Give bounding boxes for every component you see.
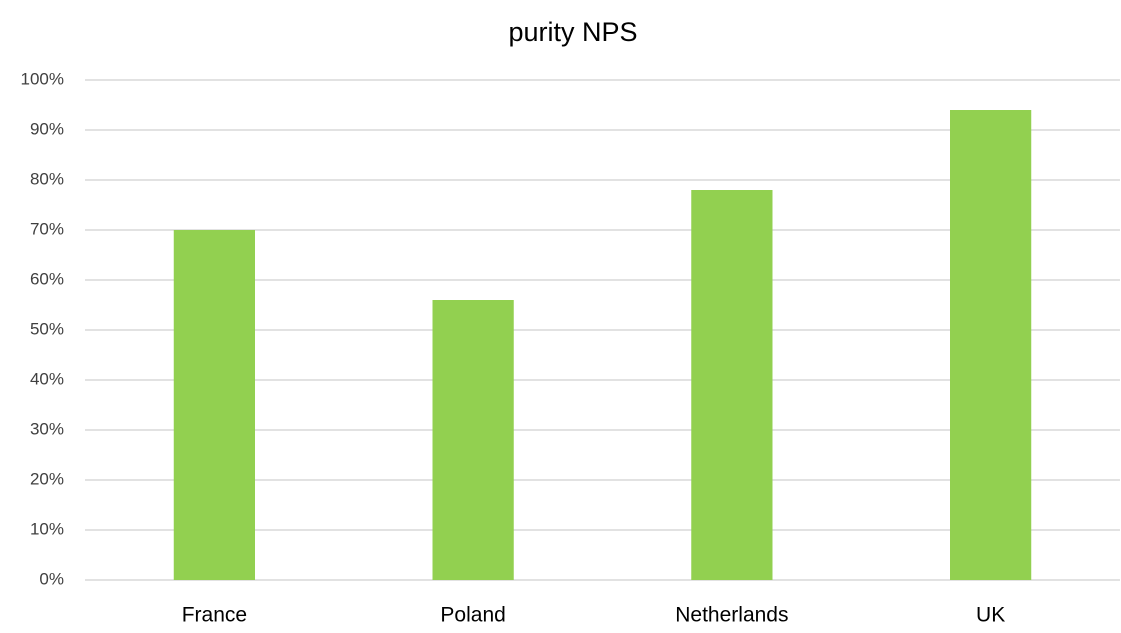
y-tick-label: 10% xyxy=(30,519,64,538)
y-tick-label: 0% xyxy=(39,569,64,588)
x-tick-label: Poland xyxy=(440,604,505,627)
chart-title: purity NPS xyxy=(508,17,637,47)
bar xyxy=(173,230,255,580)
x-tick-label: Netherlands xyxy=(675,604,788,627)
y-tick-label: 70% xyxy=(30,219,64,238)
y-tick-label: 20% xyxy=(30,469,64,488)
y-tick-label: 40% xyxy=(30,369,64,388)
bar xyxy=(691,190,773,580)
y-tick-label: 80% xyxy=(30,169,64,188)
y-tick-label: 50% xyxy=(30,319,64,338)
x-tick-label: UK xyxy=(976,604,1005,627)
y-tick-label: 100% xyxy=(21,69,64,88)
y-tick-label: 90% xyxy=(30,119,64,138)
bar xyxy=(432,300,514,580)
y-tick-label: 60% xyxy=(30,269,64,288)
x-tick-label: France xyxy=(182,604,247,627)
bar xyxy=(950,110,1032,580)
y-tick-label: 30% xyxy=(30,419,64,438)
